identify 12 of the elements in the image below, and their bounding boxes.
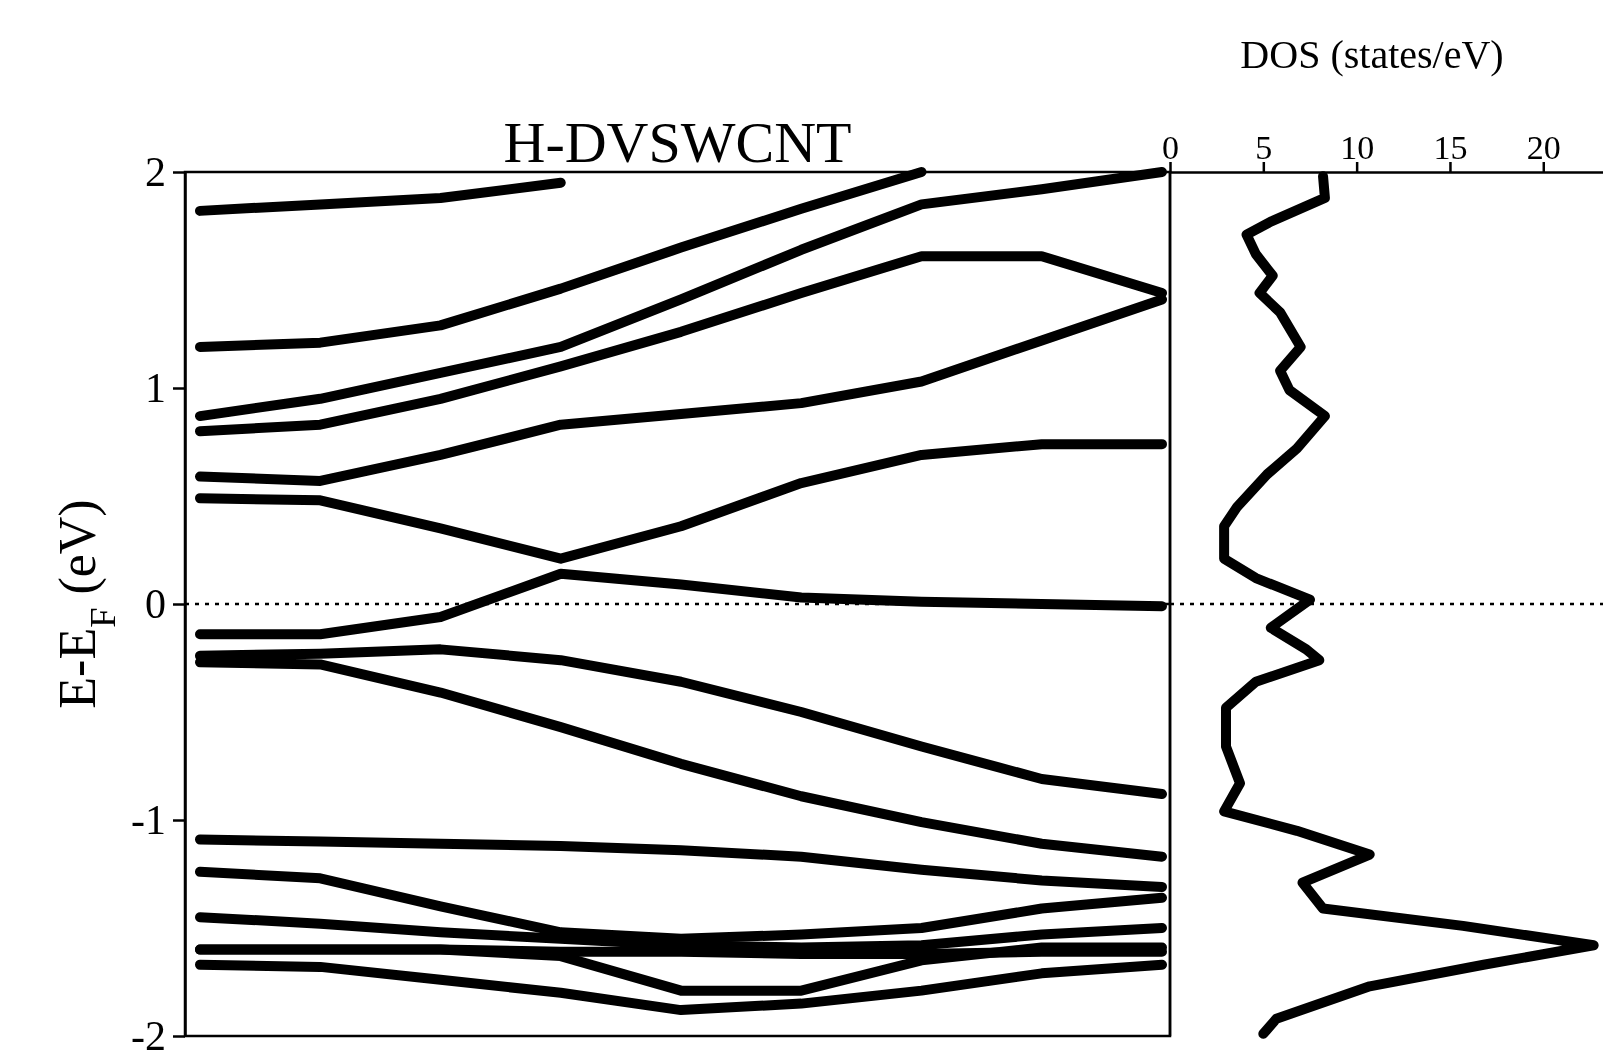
y-tick-label: 0 bbox=[145, 580, 166, 627]
x-tick-label: 10 bbox=[1340, 129, 1375, 166]
y-tick-label: -1 bbox=[131, 796, 166, 843]
x-tick-label: 20 bbox=[1526, 129, 1561, 166]
y-tick-label: 2 bbox=[145, 148, 166, 195]
x-axis-title: DOS (states/eV) bbox=[1240, 32, 1504, 77]
y-tick-label: 1 bbox=[145, 364, 166, 411]
x-tick-label: 5 bbox=[1255, 129, 1273, 166]
y-tick-label: -2 bbox=[131, 1012, 166, 1056]
x-tick-label: 0 bbox=[1162, 129, 1179, 166]
chart-title: H-DVSWCNT bbox=[503, 110, 852, 175]
x-tick-label: 15 bbox=[1433, 129, 1468, 166]
